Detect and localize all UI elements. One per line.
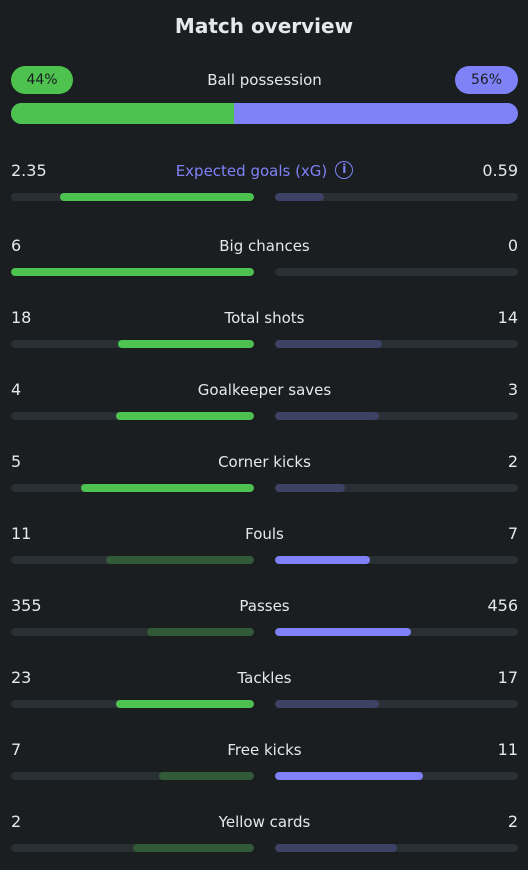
home-stat-bar bbox=[115, 412, 254, 420]
home-stat-track bbox=[11, 484, 254, 492]
stat-row: 18 Total shots 14 bbox=[11, 307, 518, 348]
home-stat-value: 2 bbox=[11, 812, 22, 831]
stat-label-text: Goalkeeper saves bbox=[197, 381, 332, 399]
home-stat-value: 355 bbox=[11, 596, 42, 615]
away-stat-bar bbox=[275, 412, 380, 420]
away-stat-track bbox=[275, 340, 518, 348]
away-stat-bar bbox=[275, 556, 370, 564]
stat-row: 4 Goalkeeper saves 3 bbox=[11, 379, 518, 420]
stat-label: Free kicks bbox=[11, 739, 518, 761]
home-stat-bar bbox=[132, 844, 254, 852]
stat-row: 2.35 Expected goals (xG) i 0.59 bbox=[11, 160, 518, 201]
possession-bar bbox=[11, 103, 518, 124]
stat-label-text: Total shots bbox=[224, 309, 305, 327]
stat-label[interactable]: Expected goals (xG) i bbox=[11, 160, 518, 182]
stat-label: Big chances bbox=[11, 235, 518, 257]
info-icon[interactable]: i bbox=[335, 160, 354, 179]
stat-row: 355 Passes 456 bbox=[11, 595, 518, 636]
stat-label: Total shots bbox=[11, 307, 518, 329]
away-stat-bar bbox=[275, 844, 397, 852]
away-stat-value: 11 bbox=[497, 740, 518, 759]
away-stat-track bbox=[275, 193, 518, 201]
away-stat-bar bbox=[275, 193, 324, 201]
home-stat-track bbox=[11, 844, 254, 852]
home-stat-track bbox=[11, 193, 254, 201]
stat-label-text: Tackles bbox=[237, 669, 292, 687]
home-stat-value: 2.35 bbox=[11, 161, 47, 180]
away-stat-track bbox=[275, 412, 518, 420]
stat-label-text: Free kicks bbox=[227, 741, 302, 759]
home-stat-value: 11 bbox=[11, 524, 32, 543]
stat-label: Tackles bbox=[11, 667, 518, 689]
stat-label-text: Expected goals (xG) bbox=[175, 162, 328, 180]
away-stat-value: 456 bbox=[487, 596, 518, 615]
away-possession-badge: 56% bbox=[455, 66, 518, 94]
stat-row: 11 Fouls 7 bbox=[11, 523, 518, 564]
away-stat-bar bbox=[275, 772, 424, 780]
home-stat-bar bbox=[105, 556, 254, 564]
home-stat-track bbox=[11, 772, 254, 780]
away-stat-value: 0.59 bbox=[482, 161, 518, 180]
home-stat-bar bbox=[59, 193, 254, 201]
home-stat-track bbox=[11, 340, 254, 348]
away-stat-value: 7 bbox=[507, 524, 518, 543]
home-stat-track bbox=[11, 412, 254, 420]
home-stat-value: 23 bbox=[11, 668, 32, 687]
stat-row: 23 Tackles 17 bbox=[11, 667, 518, 708]
away-stat-value: 14 bbox=[497, 308, 518, 327]
stat-label-text: Big chances bbox=[219, 237, 310, 255]
stat-label-text: Fouls bbox=[245, 525, 284, 543]
home-stat-track bbox=[11, 628, 254, 636]
away-stat-value: 0 bbox=[507, 236, 518, 255]
home-stat-value: 7 bbox=[11, 740, 22, 759]
home-stat-track bbox=[11, 700, 254, 708]
away-stat-value: 17 bbox=[497, 668, 518, 687]
stat-row: 5 Corner kicks 2 bbox=[11, 451, 518, 492]
home-stat-bar bbox=[81, 484, 254, 492]
home-possession-fill bbox=[11, 103, 235, 124]
home-possession-badge: 44% bbox=[11, 66, 73, 94]
away-stat-bar bbox=[275, 340, 382, 348]
stat-label: Goalkeeper saves bbox=[11, 379, 518, 401]
home-stat-value: 18 bbox=[11, 308, 32, 327]
page-title: Match overview bbox=[174, 14, 354, 38]
away-stat-track bbox=[275, 556, 518, 564]
stat-label-text: Yellow cards bbox=[218, 813, 311, 831]
home-stat-bar bbox=[147, 628, 254, 636]
away-stat-track bbox=[275, 700, 518, 708]
away-stat-track bbox=[275, 268, 518, 276]
away-stat-bar bbox=[275, 484, 346, 492]
stat-label-text: Corner kicks bbox=[218, 453, 311, 471]
home-stat-value: 6 bbox=[11, 236, 22, 255]
stat-label: Fouls bbox=[11, 523, 518, 545]
home-stat-value: 5 bbox=[11, 452, 22, 471]
stat-label: Passes bbox=[11, 595, 518, 617]
away-stat-value: 2 bbox=[507, 812, 518, 831]
stat-row: 2 Yellow cards 2 bbox=[11, 811, 518, 852]
home-stat-value: 4 bbox=[11, 380, 22, 399]
stat-row: 7 Free kicks 11 bbox=[11, 739, 518, 780]
possession-row: Ball possession 44% 56% bbox=[11, 66, 518, 94]
away-stat-bar bbox=[275, 628, 412, 636]
stat-row: 6 Big chances 0 bbox=[11, 235, 518, 276]
possession-label: Ball possession bbox=[207, 71, 322, 89]
away-stat-value: 2 bbox=[507, 452, 518, 471]
home-stat-track bbox=[11, 556, 254, 564]
home-stat-track bbox=[11, 268, 254, 276]
home-stat-bar bbox=[11, 268, 254, 276]
stat-label-text: Passes bbox=[239, 597, 290, 615]
away-stat-value: 3 bbox=[507, 380, 518, 399]
away-stat-track bbox=[275, 628, 518, 636]
away-stat-track bbox=[275, 844, 518, 852]
home-stat-bar bbox=[159, 772, 254, 780]
home-stat-bar bbox=[115, 700, 254, 708]
away-stat-bar bbox=[275, 700, 380, 708]
away-stat-track bbox=[275, 484, 518, 492]
home-stat-bar bbox=[117, 340, 254, 348]
stat-label: Corner kicks bbox=[11, 451, 518, 473]
stat-label: Yellow cards bbox=[11, 811, 518, 833]
away-stat-track bbox=[275, 772, 518, 780]
